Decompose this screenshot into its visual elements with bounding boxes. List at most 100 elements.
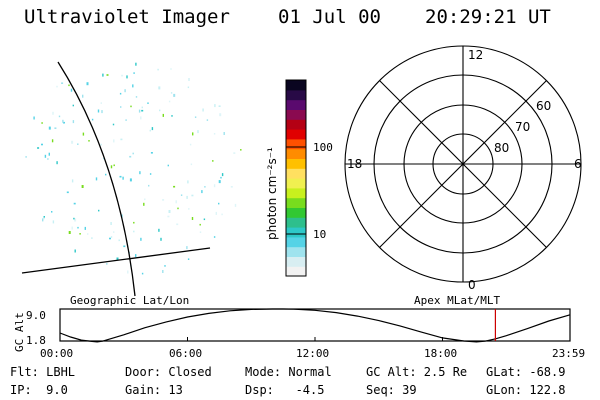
- emission-speckle: [58, 115, 61, 118]
- emission-speckle: [43, 216, 45, 220]
- emission-speckle: [206, 119, 209, 121]
- colorbar-label-100: 100: [313, 141, 333, 154]
- emission-speckle: [73, 202, 76, 205]
- emission-speckle: [187, 86, 190, 89]
- emission-speckle: [141, 106, 143, 109]
- emission-speckle: [148, 184, 150, 187]
- emission-speckle: [47, 158, 49, 160]
- colorbar-frame: [285, 79, 307, 277]
- emission-speckle: [190, 163, 193, 166]
- colorbar-swatch: [286, 187, 306, 199]
- emission-speckle: [218, 180, 221, 184]
- colorbar-swatch: [286, 207, 306, 218]
- emission-speckle: [129, 178, 132, 182]
- geographic-grid-label: Geographic Lat/Lon: [70, 294, 190, 307]
- emission-speckle: [102, 73, 104, 77]
- mode-status: Mode: Normal: [245, 365, 332, 379]
- emission-speckle: [191, 194, 194, 197]
- emission-speckle: [188, 208, 190, 210]
- emission-speckle: [170, 68, 172, 70]
- emission-speckle: [201, 190, 203, 194]
- emission-speckle: [213, 236, 216, 238]
- time-label: 20:29:21 UT: [425, 6, 551, 28]
- emission-speckle: [214, 104, 216, 108]
- colorbar-swatch: [286, 246, 306, 257]
- emission-speckle: [188, 78, 190, 81]
- emission-speckle: [138, 109, 141, 113]
- emission-speckle: [168, 210, 171, 213]
- polar-plot: [344, 45, 582, 283]
- emission-speckle: [218, 105, 221, 107]
- emission-speckle: [41, 143, 43, 146]
- emission-speckle: [48, 152, 50, 156]
- emission-speckle: [127, 270, 129, 274]
- emission-speckle: [187, 180, 189, 184]
- emission-speckle: [186, 246, 188, 250]
- lat-label-80: 80: [494, 141, 509, 155]
- emission-speckle: [68, 231, 71, 234]
- emission-speckle: [97, 109, 100, 113]
- emission-speckle: [71, 179, 74, 183]
- emission-speckle: [77, 143, 79, 145]
- emission-speckle: [106, 74, 109, 76]
- emission-speckle: [167, 164, 169, 167]
- emission-speckle: [71, 140, 74, 144]
- emission-speckle: [135, 96, 138, 98]
- mlt-label-bottom: 0: [468, 278, 476, 292]
- emission-speckle: [143, 202, 145, 206]
- colorbar-unit-label: photon cm⁻²s⁻¹: [265, 147, 279, 240]
- emission-speckle: [204, 186, 206, 188]
- polar-diagonal-2: [379, 80, 547, 248]
- emission-speckle: [139, 171, 141, 175]
- emission-speckle: [164, 265, 166, 267]
- alt-xtick-3: 18:00: [424, 347, 458, 360]
- emission-speckle: [120, 106, 122, 108]
- seq-status: Seq: 39: [366, 383, 417, 397]
- emission-speckle: [74, 218, 77, 222]
- colorbar-swatch: [286, 138, 306, 150]
- emission-speckle: [212, 160, 214, 162]
- emission-speckle: [56, 85, 58, 88]
- emission-speckle: [141, 109, 144, 112]
- emission-speckle: [220, 176, 222, 179]
- emission-speckle: [221, 173, 224, 177]
- emission-speckle: [147, 102, 149, 104]
- emission-speckle: [100, 102, 102, 104]
- emission-speckle: [110, 165, 113, 169]
- emission-speckle: [113, 231, 115, 233]
- emission-speckle: [112, 123, 115, 126]
- gc-alt-status: GC Alt: 2.5 Re: [366, 365, 468, 379]
- emission-speckle: [133, 72, 135, 74]
- apex-grid-label: Apex MLat/MLT: [414, 294, 501, 307]
- emission-speckle: [192, 132, 194, 136]
- colorbar-swatch: [286, 99, 306, 110]
- emission-speckle: [48, 126, 51, 130]
- emission-speckle: [130, 105, 132, 108]
- lat-label-60: 60: [536, 99, 551, 113]
- emission-speckle: [70, 88, 73, 92]
- mlt-label-right: 6: [574, 157, 582, 171]
- emission-speckle: [219, 113, 222, 117]
- emission-speckle: [105, 173, 107, 176]
- emission-speckle: [72, 120, 75, 124]
- emission-speckle: [119, 92, 122, 95]
- emission-speckle: [66, 191, 69, 194]
- colorbar: [285, 79, 307, 277]
- emission-speckle: [100, 143, 102, 146]
- colorbar-swatch: [286, 89, 306, 101]
- emission-speckle: [158, 228, 160, 232]
- emission-speckle: [177, 207, 179, 210]
- emission-speckle: [87, 233, 89, 235]
- emission-speckle: [98, 209, 100, 212]
- uv-image-panel: [21, 61, 242, 297]
- emission-speckle: [116, 257, 119, 261]
- emission-speckle: [81, 185, 84, 188]
- emission-speckle: [86, 82, 89, 86]
- emission-speckle: [113, 164, 115, 167]
- emission-speckle: [149, 129, 151, 132]
- emission-speckle: [101, 110, 103, 114]
- emission-speckle: [140, 116, 142, 120]
- emission-speckle: [84, 226, 86, 230]
- emission-speckle: [62, 119, 64, 123]
- emission-speckle: [173, 185, 176, 188]
